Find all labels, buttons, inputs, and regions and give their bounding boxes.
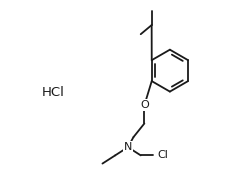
Text: N: N: [124, 142, 132, 152]
Text: O: O: [140, 100, 149, 110]
Text: Cl: Cl: [157, 150, 168, 160]
Text: HCl: HCl: [42, 86, 65, 99]
